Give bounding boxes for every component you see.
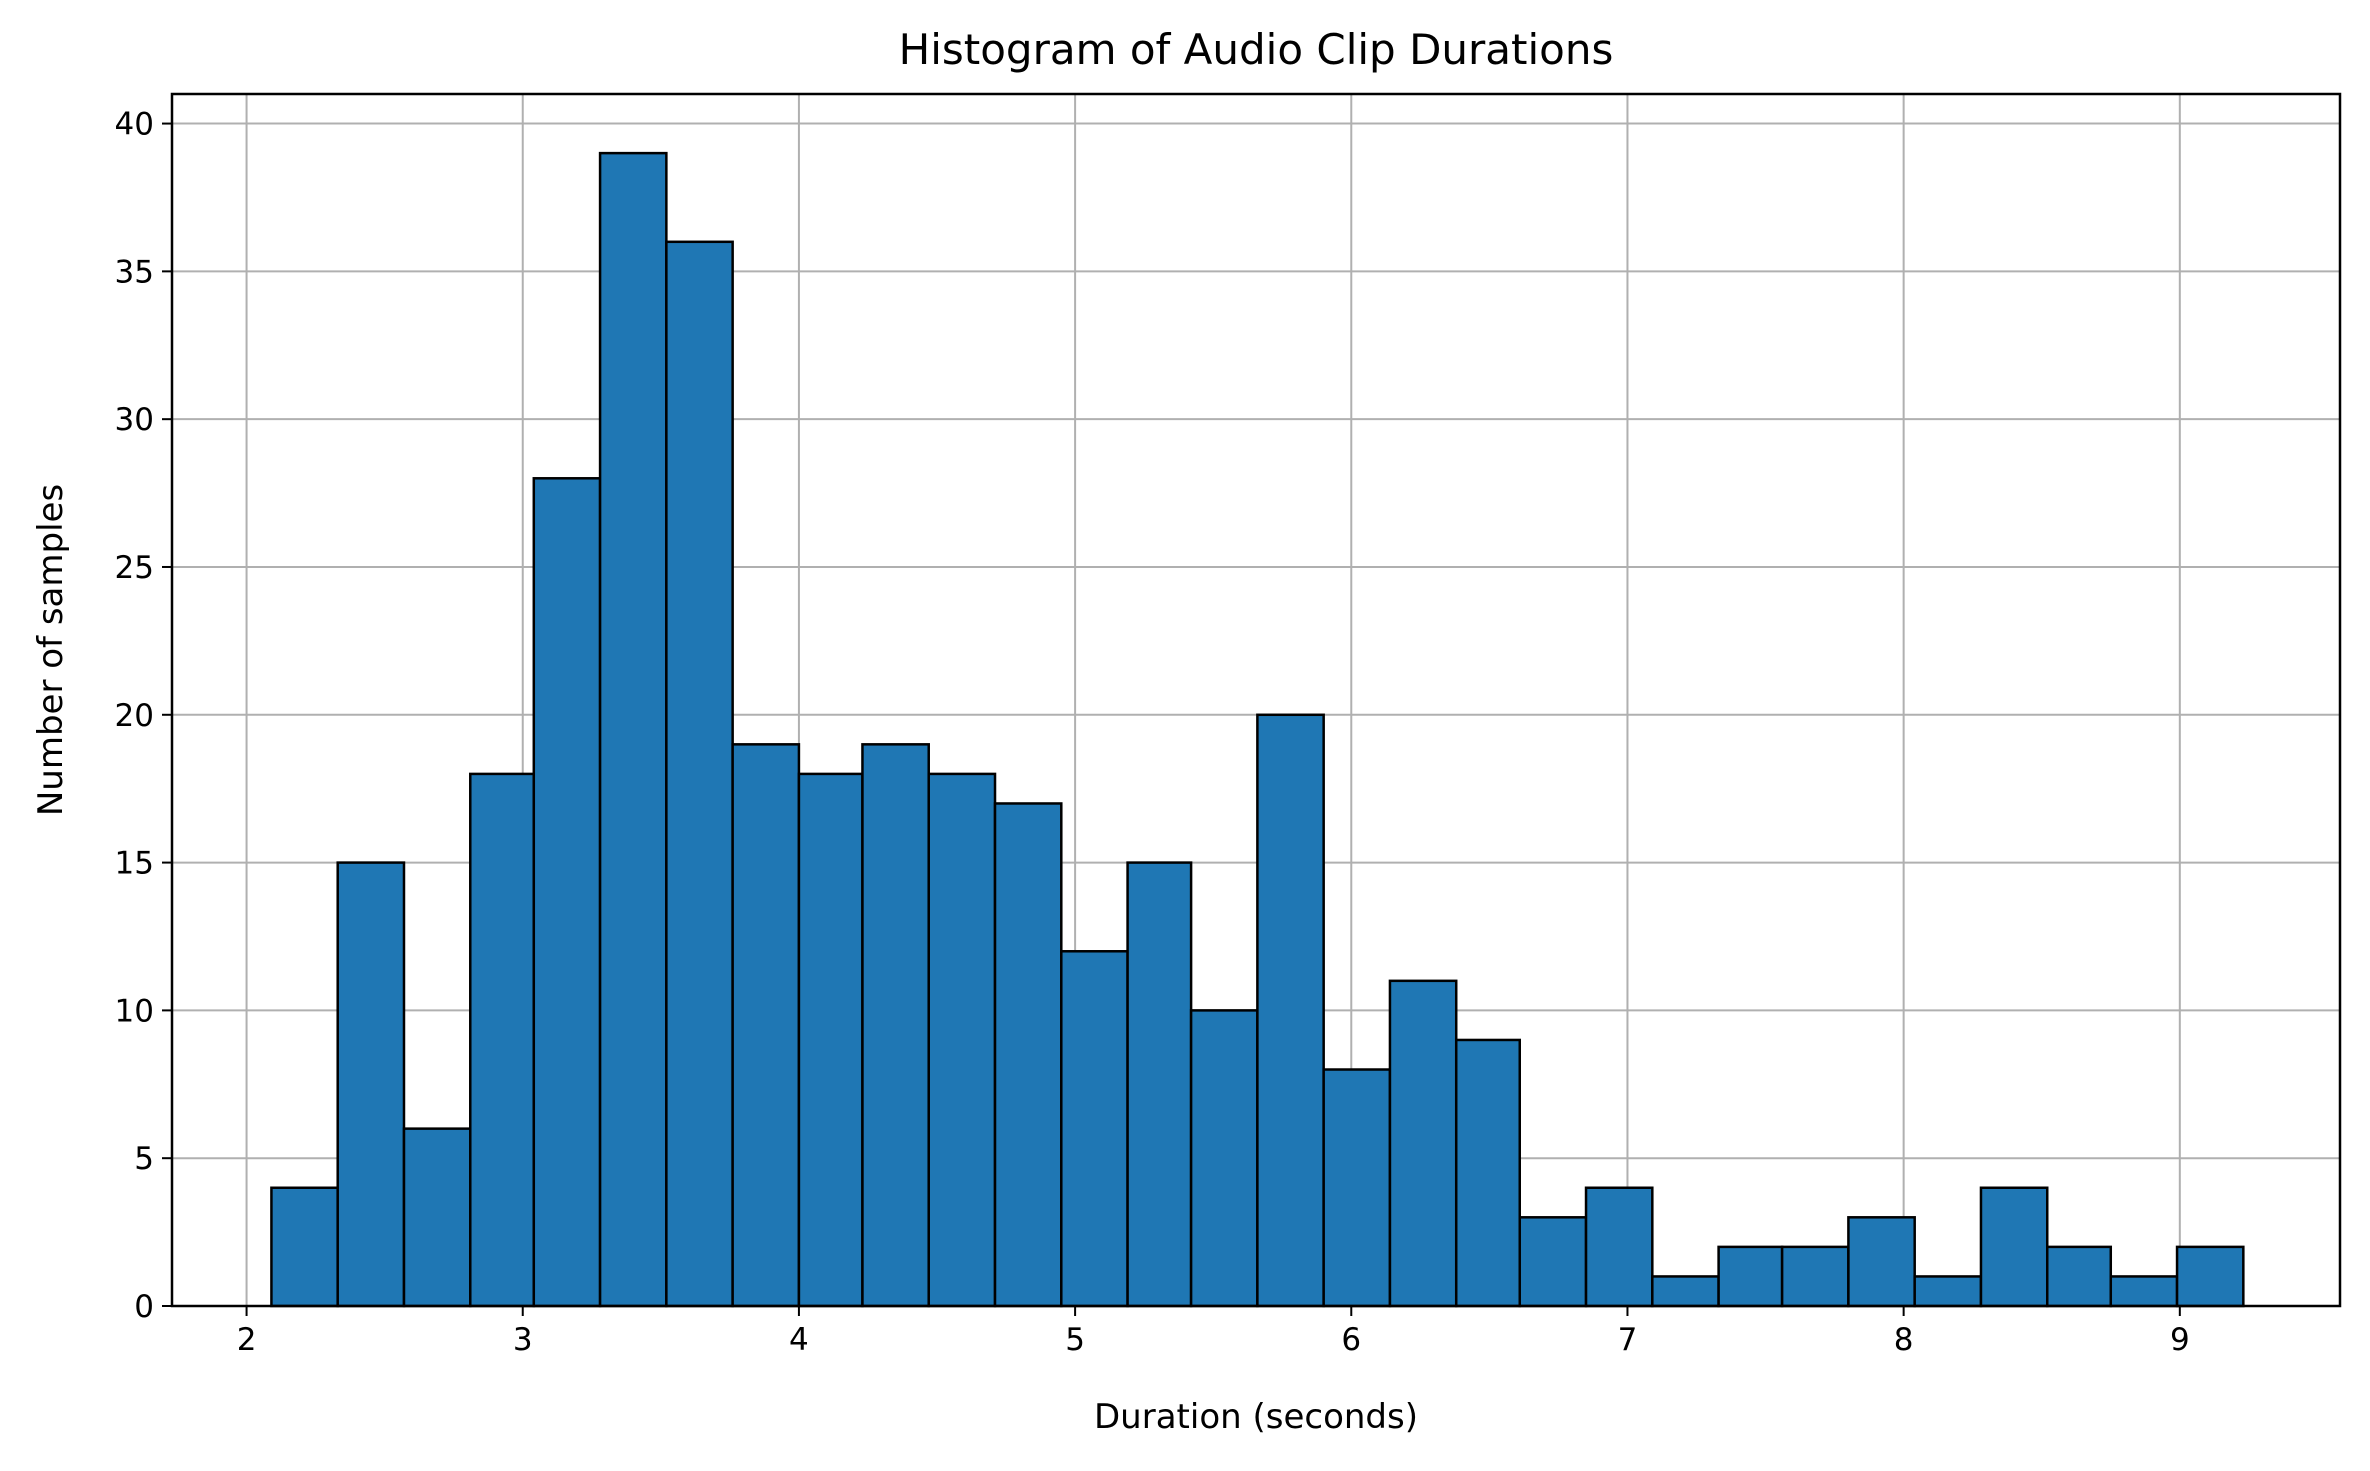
histogram-bar: [598, 151, 668, 1308]
histogram-bar: [2046, 1245, 2113, 1308]
histogram-bar: [1780, 1245, 1850, 1308]
histogram-bar: [797, 772, 864, 1308]
chart-title: Histogram of Audio Clip Durations: [899, 25, 1614, 74]
histogram-bar: [1189, 1009, 1259, 1308]
y-tick-label: 5: [134, 1141, 154, 1177]
histogram-bar: [1060, 950, 1129, 1308]
y-tick-label: 0: [134, 1289, 154, 1325]
x-tick-label: 7: [1618, 1322, 1638, 1358]
histogram-bar: [270, 1186, 339, 1308]
histogram-bar: [1847, 1216, 1916, 1308]
histogram-bar: [532, 477, 602, 1308]
histogram-bar: [1913, 1275, 1983, 1308]
y-tick-label: 40: [115, 107, 154, 143]
histogram-bar: [402, 1127, 472, 1308]
y-tick-label: 10: [115, 993, 154, 1029]
plot-frame: [170, 92, 2342, 1308]
y-tick-label: 35: [115, 254, 154, 290]
ticks: 2 3 4 5 6 7 8 9 0 5 10 15 20 25 30 35 40: [115, 107, 2190, 1358]
x-tick-label: 5: [1065, 1322, 1085, 1358]
x-tick-label: 9: [2170, 1322, 2190, 1358]
x-axis-label: Duration (seconds): [1094, 1397, 1418, 1437]
y-tick-label: 30: [115, 402, 154, 438]
histogram-bar: [665, 240, 734, 1308]
histogram-bar: [1322, 1068, 1392, 1308]
y-tick-label: 20: [115, 698, 154, 734]
histogram-bar: [1454, 1038, 1522, 1308]
bars: [270, 151, 2245, 1308]
histogram-bar: [1584, 1186, 1654, 1308]
histogram-bar: [1126, 861, 1193, 1308]
y-axis-label: Number of samples: [31, 484, 71, 816]
histogram-bar: [731, 743, 801, 1308]
histogram-bar: [1256, 713, 1325, 1308]
histogram-bar: [1717, 1245, 1784, 1308]
x-tick-label: 3: [513, 1322, 533, 1358]
histogram-bar: [927, 772, 997, 1308]
histogram-bar: [1651, 1275, 1720, 1308]
y-tick-label: 25: [115, 550, 154, 586]
x-tick-label: 6: [1341, 1322, 1361, 1358]
histogram-bar: [469, 772, 536, 1308]
histogram-bar: [1388, 979, 1458, 1308]
histogram-bar: [2175, 1245, 2245, 1308]
histogram-bar: [1979, 1186, 2049, 1308]
x-tick-label: 2: [237, 1322, 257, 1358]
histogram-bar: [861, 743, 930, 1308]
y-tick-label: 15: [115, 846, 154, 882]
histogram-bar: [2109, 1275, 2179, 1308]
x-tick-label: 8: [1894, 1322, 1914, 1358]
histogram-bar: [336, 861, 406, 1308]
x-tick-label: 4: [789, 1322, 809, 1358]
histogram-bar: [1518, 1216, 1588, 1308]
histogram-bar: [993, 802, 1063, 1308]
